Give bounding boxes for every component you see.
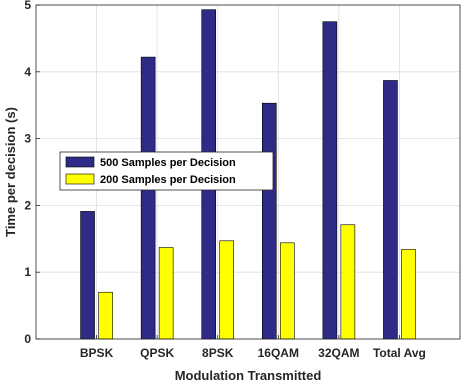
bar-500-16qam bbox=[261, 102, 277, 340]
y-tick-label: 3 bbox=[24, 132, 31, 146]
x-tick-labels: BPSK QPSK 8PSK 16QAM 32QAM Total Avg bbox=[80, 335, 426, 360]
bar-200-bpsk bbox=[98, 291, 113, 340]
bar-200-16qam bbox=[279, 242, 295, 340]
y-tick-label: 5 bbox=[24, 0, 31, 12]
x-tick-label-32qam: 32QAM bbox=[318, 346, 359, 360]
x-tick-label-bpsk: BPSK bbox=[80, 346, 114, 360]
y-tick-labels: 0 1 2 3 4 5 bbox=[24, 0, 40, 346]
bar-500-bpsk bbox=[80, 211, 95, 340]
y-tick-label: 0 bbox=[24, 332, 31, 346]
legend-swatch-500-samples bbox=[65, 156, 95, 168]
legend-label-500-samples: 500 Samples per Decision bbox=[100, 157, 236, 169]
plot-frame bbox=[35, 4, 461, 340]
x-axis-label: Modulation Transmitted bbox=[175, 368, 322, 383]
legend: 500 Samples per Decision 200 Samples per… bbox=[59, 151, 274, 191]
grid bbox=[36, 4, 460, 340]
y-tick-label: 4 bbox=[24, 65, 31, 79]
x-tick-label-16qam: 16QAM bbox=[258, 346, 299, 360]
bar-500-qpsk bbox=[140, 56, 156, 340]
x-tick-label-qpsk: QPSK bbox=[140, 346, 174, 360]
y-axis-label: Time per decision (s) bbox=[3, 107, 18, 237]
legend-box bbox=[59, 151, 274, 191]
x-tick-label-8psk: 8PSK bbox=[202, 346, 234, 360]
bar-500-32qam bbox=[322, 21, 338, 340]
bar-500-total-avg bbox=[383, 80, 398, 340]
y-tick-label: 1 bbox=[24, 265, 31, 279]
bar-200-8psk bbox=[219, 240, 235, 340]
legend-swatch-200-samples bbox=[65, 173, 95, 185]
bar-200-total-avg bbox=[401, 249, 416, 340]
legend-label-200-samples: 200 Samples per Decision bbox=[100, 174, 236, 186]
x-tick-label-total-avg: Total Avg bbox=[373, 346, 426, 360]
bar-200-qpsk bbox=[158, 247, 174, 340]
bar-200-32qam bbox=[340, 224, 356, 340]
y-tick-label: 2 bbox=[24, 198, 31, 212]
